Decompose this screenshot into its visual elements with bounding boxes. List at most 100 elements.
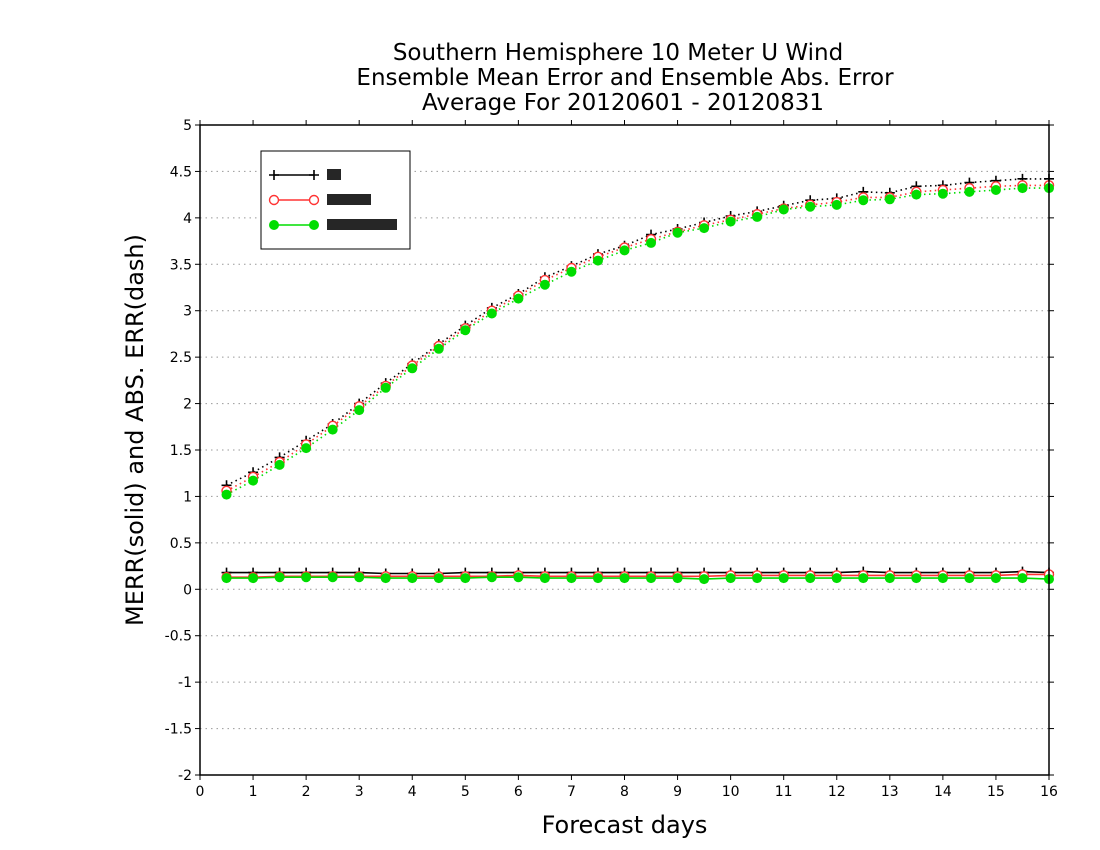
series-2-abs-error-point — [778, 204, 789, 215]
y-tick-label: 3 — [183, 304, 192, 320]
x-tick-label: 1 — [249, 784, 258, 800]
series-2-mean-error-point — [964, 573, 975, 584]
x-tick-label: 8 — [620, 784, 629, 800]
series-2-abs-error-point — [539, 279, 550, 290]
x-tick-label: 6 — [514, 784, 523, 800]
series-2-mean-error-point — [221, 573, 232, 584]
series-2-mean-error-point — [646, 573, 657, 584]
series-2-mean-error-point — [858, 573, 869, 584]
y-tick-label: -2 — [178, 768, 192, 784]
series-0-mean-error-line — [226, 570, 1050, 575]
series-2-mean-error-point — [327, 572, 338, 583]
series-2-abs-error-point — [1017, 183, 1028, 194]
x-tick-label: 5 — [461, 784, 470, 800]
y-axis-label: MERR(solid) and ABS. ERR(dash) — [121, 234, 149, 626]
series-2-mean-error-point — [619, 573, 630, 584]
series-2-abs-error-point — [407, 363, 418, 374]
series-2-mean-error-point — [539, 573, 550, 584]
series-2-abs-error-point — [354, 405, 365, 416]
series-2-mean-error-point — [831, 573, 842, 584]
series-2-mean-error-point — [937, 573, 948, 584]
y-tick-label: 4.5 — [170, 164, 192, 180]
gridlines — [200, 170, 1049, 730]
series-2-abs-error-point — [884, 194, 895, 205]
legend-marker-1 — [308, 194, 320, 206]
series-2-abs-error-point — [274, 459, 285, 470]
x-tick-label: 13 — [881, 784, 899, 800]
series-2-mean-error-point — [672, 573, 683, 584]
series-2-abs-error-point — [566, 266, 577, 277]
series-2-abs-error-point — [248, 475, 259, 486]
series-2-abs-error-point — [858, 195, 869, 206]
series-2-mean-error-point — [433, 573, 444, 584]
x-tick-label: 0 — [196, 784, 205, 800]
legend-marker-1 — [268, 194, 280, 206]
chart-title-line: Average For 20120601 - 20120831 — [422, 90, 824, 116]
series-2-mean-error-point — [566, 573, 577, 584]
x-tick-label: 12 — [828, 784, 846, 800]
legend-label-glyph-0 — [327, 169, 341, 180]
x-tick-label: 14 — [934, 784, 952, 800]
x-tick-label: 3 — [355, 784, 364, 800]
y-tick-label: 2 — [183, 397, 192, 413]
series-2-abs-error-point — [646, 237, 657, 248]
series-2-mean-error-point — [354, 572, 365, 583]
x-tick-label: 2 — [302, 784, 311, 800]
y-tick-label: 0 — [183, 582, 192, 598]
legend-marker-2 — [269, 220, 279, 230]
series-2-mean-error-point — [460, 573, 471, 584]
series-2-mean-error-point — [778, 573, 789, 584]
series-2-abs-error-point — [486, 308, 497, 319]
series-2-mean-error-point — [513, 572, 524, 583]
x-tick-label: 10 — [722, 784, 740, 800]
series-2-abs-error-point — [672, 227, 683, 238]
axis-ticks: -2-1.5-1-0.500.511.522.533.544.550 1 2 3 4 5 6… — [165, 118, 1058, 800]
series-2-abs-error-point — [619, 245, 630, 256]
legend-marker-0 — [269, 170, 279, 180]
x-tick-label: 9 — [673, 784, 682, 800]
legend-marker-2 — [309, 220, 319, 230]
series-2-mean-error-point — [301, 572, 312, 583]
y-tick-label: 2.5 — [170, 350, 192, 366]
legend — [260, 150, 411, 250]
series-2-mean-error-point — [725, 573, 736, 584]
series-2-abs-error-point — [990, 185, 1001, 195]
y-tick-label: 3.5 — [170, 257, 192, 273]
x-tick-label: 11 — [775, 784, 793, 800]
legend-marker-0 — [309, 170, 319, 180]
series-2-mean-error-point — [486, 572, 497, 583]
series-2-abs-error-point — [592, 255, 603, 266]
series-2-abs-error-point — [831, 199, 842, 210]
series-2-abs-error-point — [433, 343, 444, 354]
series-2-abs-error-point — [221, 489, 232, 500]
series-2-abs-error-point — [301, 443, 312, 454]
series-2-abs-error-point — [725, 216, 736, 227]
series-2-mean-error-point — [1017, 573, 1028, 584]
y-tick-label: -1 — [178, 675, 192, 691]
series-2-abs-error-point — [699, 223, 710, 234]
y-tick-label: 1 — [183, 489, 192, 505]
y-tick-label: -0.5 — [165, 629, 192, 645]
series-0-abs-error-line — [226, 178, 1049, 487]
x-tick-label: 4 — [408, 784, 417, 800]
series-2-abs-error-point — [964, 186, 975, 197]
series-2-abs-error-point — [380, 382, 391, 393]
y-tick-label: 1.5 — [170, 443, 192, 459]
series-2-mean-error-point — [592, 573, 603, 584]
series-2-mean-error-point — [752, 573, 763, 584]
series-2-mean-error-point — [248, 573, 259, 584]
chart-title-line: Southern Hemisphere 10 Meter U Wind — [393, 40, 843, 66]
series-2-mean-error-point — [274, 572, 285, 583]
y-tick-label: 0.5 — [170, 536, 192, 552]
x-axis-label: Forecast days — [542, 811, 708, 839]
series-2-mean-error-point — [407, 573, 418, 584]
x-tick-label: 16 — [1040, 784, 1058, 800]
y-tick-label: -1.5 — [165, 722, 192, 738]
series-2-abs-error-point — [911, 189, 922, 200]
series-2-abs-error-point — [460, 325, 471, 336]
chart-title: Southern Hemisphere 10 Meter U WindEnsem… — [356, 40, 894, 116]
series-2-abs-error-point — [805, 201, 816, 212]
series-2-mean-error-point — [805, 573, 816, 584]
series-2-mean-error-point — [699, 574, 710, 585]
